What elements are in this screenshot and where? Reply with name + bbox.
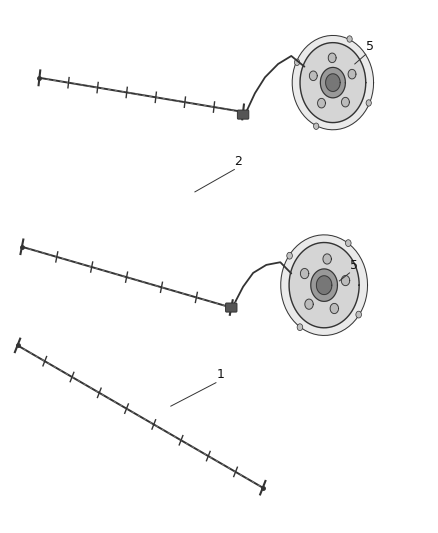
Polygon shape [300,269,309,279]
Polygon shape [342,98,350,107]
Polygon shape [321,68,345,98]
Polygon shape [300,43,366,123]
Circle shape [287,252,293,259]
Polygon shape [305,299,313,309]
Polygon shape [289,243,359,328]
Polygon shape [341,276,350,286]
Polygon shape [330,303,339,313]
Circle shape [294,59,300,66]
Text: 2: 2 [234,155,242,168]
Polygon shape [328,53,336,62]
Polygon shape [348,69,356,79]
Polygon shape [281,235,367,335]
Circle shape [346,240,351,247]
Circle shape [356,311,361,318]
Polygon shape [323,254,332,264]
FancyBboxPatch shape [226,303,237,312]
FancyBboxPatch shape [237,110,249,119]
Polygon shape [326,74,340,91]
Text: 1: 1 [217,368,225,381]
Text: 5: 5 [350,259,358,272]
Circle shape [297,324,303,330]
Polygon shape [318,99,325,108]
Circle shape [366,100,371,106]
Polygon shape [292,36,374,130]
Circle shape [314,123,319,130]
Polygon shape [311,269,337,301]
Text: 5: 5 [366,41,374,53]
Polygon shape [316,276,332,295]
Circle shape [347,36,352,42]
Polygon shape [309,71,317,80]
